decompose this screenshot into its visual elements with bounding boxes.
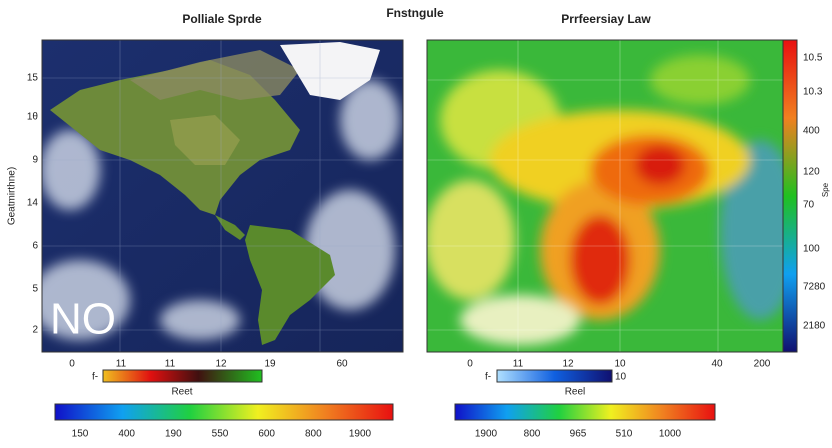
x-tick-label: 19 xyxy=(264,359,276,370)
blob xyxy=(460,295,580,345)
x-tick-label: 11 xyxy=(116,359,127,370)
x-tick-label: 40 xyxy=(711,359,723,370)
blob xyxy=(720,140,783,320)
colorbar-tick-label: 400 xyxy=(803,126,820,137)
panel-title: Polliale Sprde xyxy=(182,12,262,26)
blob xyxy=(650,55,750,105)
colorbar-label: Reet xyxy=(171,387,192,398)
colorbar xyxy=(782,39,798,353)
colorbar-tick-label: 100 xyxy=(803,244,820,255)
heat-blobs xyxy=(427,55,783,345)
x-tick-label: 0 xyxy=(467,359,473,370)
small-colorbar xyxy=(496,369,613,383)
y-tick-label: 9 xyxy=(32,155,38,166)
map-grid xyxy=(42,40,403,352)
x-tick-label: 60 xyxy=(336,359,348,370)
overlay-text: NO xyxy=(50,295,116,344)
colorbar-tick-label: 600 xyxy=(258,429,275,440)
colorbar-label: Reel xyxy=(565,387,586,398)
y-tick-label: 6 xyxy=(32,241,38,252)
x-tick-label: 11 xyxy=(513,359,524,370)
colorbar-tick-label: 10.5 xyxy=(803,53,823,64)
bottom-colorbar xyxy=(54,403,394,421)
colorbar-end: 10 xyxy=(615,372,627,383)
blob xyxy=(635,145,685,185)
colorbar-tick-label: 7280 xyxy=(803,282,826,293)
heat-map xyxy=(427,40,783,352)
colorbar-tick-label: 120 xyxy=(803,167,820,178)
x-tick-label: 200 xyxy=(754,359,771,370)
cloud xyxy=(42,260,130,340)
panel-title: Prrfeersiay Law xyxy=(561,12,651,26)
colorbar-tick-label: 1900 xyxy=(475,429,498,440)
colorbar-tick-label: 800 xyxy=(524,429,541,440)
y-tick-label: 14 xyxy=(27,198,39,209)
colorbar-tick-label: 150 xyxy=(72,429,89,440)
blob xyxy=(570,215,630,305)
y-tick-label: 5 xyxy=(32,284,38,295)
x-tick-label: 11 xyxy=(165,359,176,370)
central-america xyxy=(215,215,245,240)
greenland xyxy=(280,42,380,100)
panel-frame xyxy=(41,39,404,353)
colorbar-tick-label: 190 xyxy=(165,429,182,440)
colorbar-prefix: f- xyxy=(485,372,491,383)
small-colorbar xyxy=(102,369,263,383)
y-tick-label: 2 xyxy=(32,325,38,336)
colorbar-tick-label: 10.3 xyxy=(803,87,823,98)
y-axis-label: Geatmirthne) xyxy=(7,167,18,225)
colorbar-tick-label: 400 xyxy=(118,429,135,440)
colorbar-label: Spe xyxy=(821,182,830,197)
y-tick-label: 1θ xyxy=(27,112,39,123)
colorbar-tick-label: 965 xyxy=(570,429,587,440)
plains xyxy=(170,115,240,165)
bottom-colorbar xyxy=(454,403,716,421)
south-america xyxy=(245,225,335,345)
cloud xyxy=(42,130,100,210)
blob xyxy=(427,180,515,300)
map-grid xyxy=(427,40,783,352)
colorbar-prefix: f- xyxy=(92,372,98,383)
x-tick-label: 0 xyxy=(69,359,75,370)
arctic-islands xyxy=(130,50,300,100)
colorbar-tick-label: 70 xyxy=(803,200,815,211)
colorbar-tick-label: 510 xyxy=(616,429,633,440)
figure-title: Fnstngule xyxy=(386,6,444,20)
colorbar-tick-label: 1900 xyxy=(349,429,372,440)
colorbar-tick-label: 800 xyxy=(305,429,322,440)
x-tick-label: 10 xyxy=(614,359,626,370)
cloud xyxy=(160,300,240,340)
x-tick-label: 12 xyxy=(562,359,574,370)
x-tick-label: 12 xyxy=(215,359,227,370)
cloud xyxy=(340,80,400,160)
colorbar-tick-label: 550 xyxy=(212,429,229,440)
colorbar-tick-label: 1000 xyxy=(659,429,682,440)
satellite-map xyxy=(42,40,403,352)
colorbar-tick-label: 2180 xyxy=(803,321,826,332)
y-tick-label: 15 xyxy=(27,73,39,84)
